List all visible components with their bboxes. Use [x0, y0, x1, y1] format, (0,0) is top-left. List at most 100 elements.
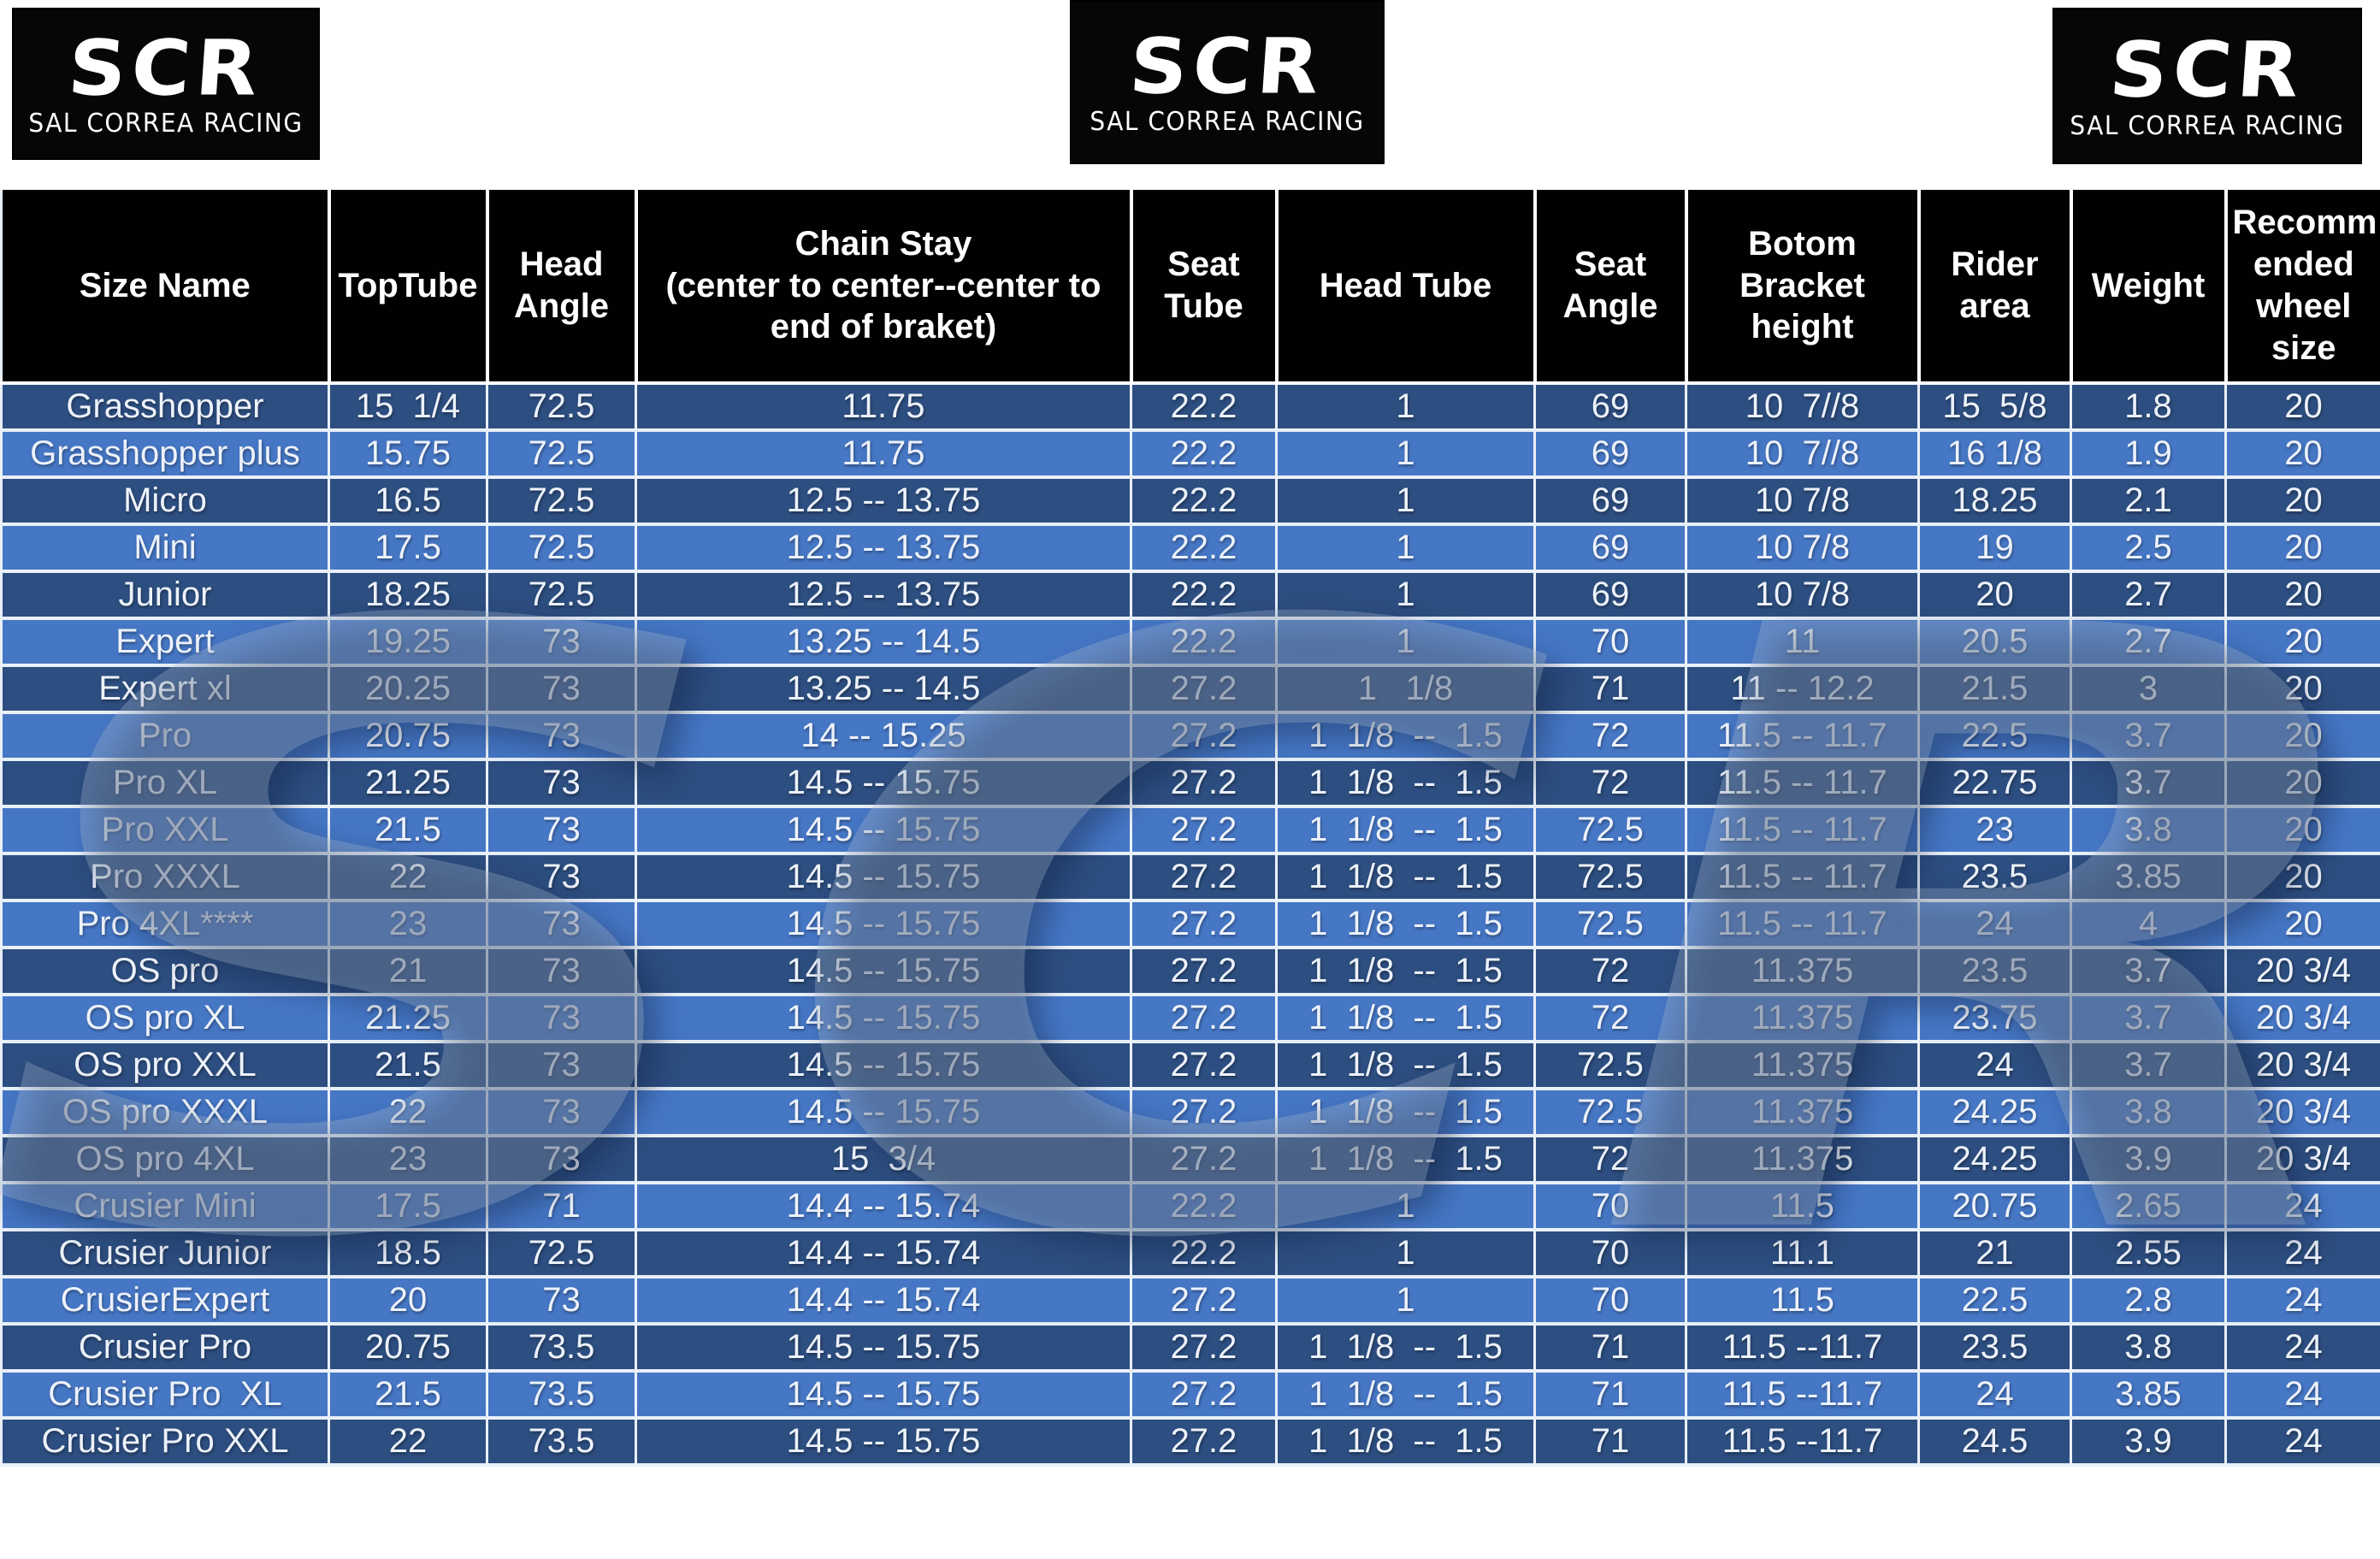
table-cell: 69	[1534, 383, 1687, 432]
table-row: Micro 16.5 72.5 12.5 -- 13.75 22.2 1 69 10 7/8 1…	[1, 477, 2380, 526]
table-row: Crusier Pro XXL 22 73.5 14.5 -- 15.75 27.2 1 …	[1, 1418, 2380, 1467]
size-name-cell: Expert	[1, 618, 330, 667]
scr-logo-initials: SCR	[65, 24, 267, 114]
table-cell: 1 1/8 -- 1.5	[1276, 948, 1536, 996]
table-cell: 71	[487, 1183, 637, 1231]
table-cell: 22.2	[1131, 618, 1278, 667]
table-row: OS pro 4XL 23 73 15 3/4 27.2 1 1/8 -- 1.5 72 11…	[1, 1136, 2380, 1184]
table-cell: 11.75	[635, 430, 1132, 479]
table-cell: 73	[487, 1089, 637, 1137]
table-cell: 1	[1276, 477, 1536, 526]
table-cell: 3.7	[2070, 1042, 2227, 1090]
table-cell: 72.5	[487, 383, 637, 432]
table-cell: 27.2	[1131, 1042, 1278, 1090]
size-name-cell: Micro	[1, 477, 330, 526]
table-cell: 11.5 -- 11.7	[1686, 806, 1920, 855]
scr-logo-subtitle: SAL CORREA RACING	[1090, 105, 1365, 137]
table-cell: 3.85	[2070, 1371, 2227, 1420]
table-cell: 10 7/8	[1686, 524, 1920, 573]
table-cell: 27.2	[1131, 759, 1278, 808]
size-name-cell: Pro XL	[1, 759, 330, 808]
table-cell: 20	[2225, 901, 2380, 949]
column-header: Chain Stay (center to center--center to …	[635, 190, 1133, 385]
table-row: Expert xl 20.25 73 13.25 -- 14.5 27.2 1 1/8 71…	[1, 665, 2380, 714]
table-cell: 4	[2070, 901, 2227, 949]
table-cell: 11.5	[1686, 1183, 1920, 1231]
table-row: Junior 18.25 72.5 12.5 -- 13.75 22.2 1 69 10 7/…	[1, 571, 2380, 620]
table-cell: 23.75	[1918, 995, 2072, 1043]
size-name-cell: OS pro XXL	[1, 1042, 330, 1090]
table-cell: 71	[1534, 1324, 1687, 1373]
column-header: Seat Angle	[1534, 190, 1688, 385]
table-cell: 14.4 -- 15.74	[635, 1277, 1132, 1326]
column-header: Head Angle	[487, 190, 638, 385]
table-cell: 1 1/8 -- 1.5	[1276, 901, 1536, 949]
table-cell: 22.2	[1131, 383, 1278, 432]
table-cell: 14.4 -- 15.74	[635, 1230, 1132, 1278]
table-cell: 10 7//8	[1686, 430, 1920, 479]
table-cell: 73	[487, 665, 637, 714]
table-cell: 12.5 -- 13.75	[635, 571, 1132, 620]
table-cell: 72	[1534, 759, 1687, 808]
table-row: CrusierExpert 20 73 14.4 -- 15.74 27.2 1 70 11.…	[1, 1277, 2380, 1326]
table-cell: 22.2	[1131, 524, 1278, 573]
table-cell: 11.5 --11.7	[1686, 1371, 1920, 1420]
table-cell: 1	[1276, 1230, 1536, 1278]
table-cell: 19	[1918, 524, 2072, 573]
table-cell: 20	[1918, 571, 2072, 620]
size-name-cell: Grasshopper plus	[1, 430, 330, 479]
table-row: Crusier Junior 18.5 72.5 14.4 -- 15.74 22.2 1…	[1, 1230, 2380, 1278]
scr-logo-initials: SCR	[2106, 27, 2308, 115]
table-cell: 27.2	[1131, 901, 1278, 949]
table-cell: 21	[328, 948, 488, 996]
table-cell: 1	[1276, 571, 1536, 620]
table-cell: 20 3/4	[2225, 948, 2380, 996]
table-cell: 71	[1534, 1418, 1687, 1467]
scr-logo-initials: SCR	[1126, 22, 1328, 112]
size-name-cell: CrusierExpert	[1, 1277, 330, 1326]
size-name-cell: Pro XXL	[1, 806, 330, 855]
table-cell: 69	[1534, 430, 1687, 479]
table-row: Mini 17.5 72.5 12.5 -- 13.75 22.2 1 69 10 7/8 19…	[1, 524, 2380, 573]
table-cell: 1 1/8 -- 1.5	[1276, 853, 1536, 902]
table-cell: 71	[1534, 1371, 1687, 1420]
table-cell: 14.5 -- 15.75	[635, 995, 1132, 1043]
table-cell: 11.375	[1686, 948, 1920, 996]
table-cell: 14.5 -- 15.75	[635, 1371, 1132, 1420]
table-cell: 1	[1276, 524, 1536, 573]
table-cell: 18.25	[328, 571, 488, 620]
table-cell: 11.5 -- 11.7	[1686, 901, 1920, 949]
table-cell: 3.7	[2070, 995, 2227, 1043]
table-cell: 14.5 -- 15.75	[635, 1418, 1132, 1467]
table-cell: 3.8	[2070, 806, 2227, 855]
table-cell: 20 3/4	[2225, 995, 2380, 1043]
table-cell: 2.5	[2070, 524, 2227, 573]
table-cell: 27.2	[1131, 712, 1278, 761]
table-cell: 3.7	[2070, 948, 2227, 996]
scr-logo-subtitle: SAL CORREA RACING	[28, 107, 304, 139]
table-cell: 20.75	[328, 712, 488, 761]
table-cell: 72.5	[487, 477, 637, 526]
table-cell: 20.75	[328, 1324, 488, 1373]
table-cell: 24	[2225, 1277, 2380, 1326]
table-row: Pro 4XL**** 23 73 14.5 -- 15.75 27.2 1 1/8 --…	[1, 901, 2380, 949]
column-header: TopTube	[328, 190, 489, 385]
table-cell: 11.75	[635, 383, 1132, 432]
table-cell: 21	[1918, 1230, 2072, 1278]
table-row: Grasshopper plus 15.75 72.5 11.75 22.2 1 69 10 …	[1, 430, 2380, 479]
table-cell: 27.2	[1131, 1136, 1278, 1184]
table-cell: 72	[1534, 995, 1687, 1043]
table-cell: 20	[2225, 618, 2380, 667]
table-cell: 13.25 -- 14.5	[635, 665, 1132, 714]
table-cell: 18.5	[328, 1230, 488, 1278]
table-cell: 1.9	[2070, 430, 2227, 479]
table-cell: 16.5	[328, 477, 488, 526]
table-cell: 73	[487, 1277, 637, 1326]
table-row: OS pro XXXL 22 73 14.5 -- 15.75 27.2 1 1/8 --…	[1, 1089, 2380, 1137]
table-cell: 20	[2225, 712, 2380, 761]
size-name-cell: OS pro	[1, 948, 330, 996]
table-cell: 72	[1534, 712, 1687, 761]
table-cell: 73	[487, 1136, 637, 1184]
table-cell: 73	[487, 618, 637, 667]
table-cell: 2.65	[2070, 1183, 2227, 1231]
